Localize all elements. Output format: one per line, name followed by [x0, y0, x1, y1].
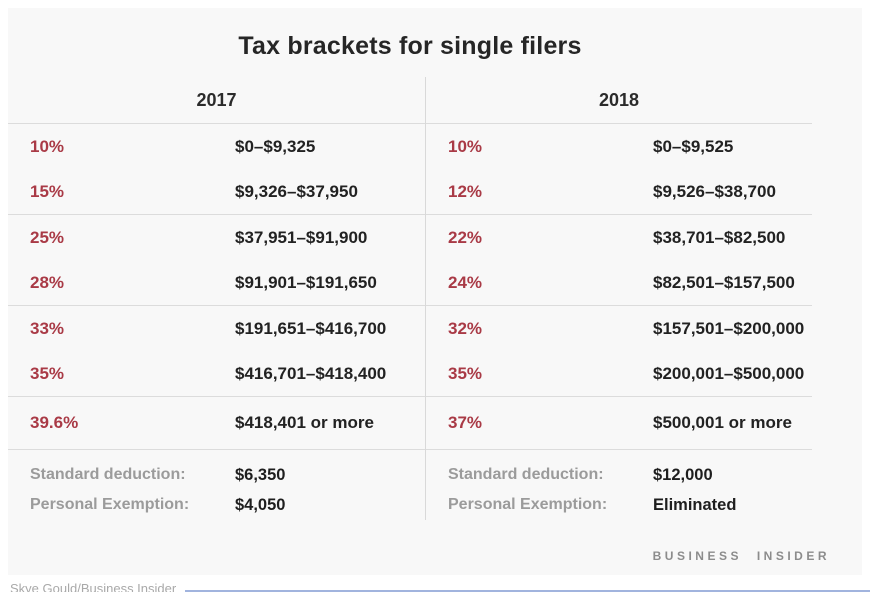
row-separator	[8, 449, 425, 450]
bottom-blue-line	[185, 590, 870, 592]
income-range: $9,526–$38,700	[653, 181, 776, 201]
column-2018: 2018 10% $0–$9,525 12% $9,526–$38,700 22…	[425, 77, 812, 520]
standard-deduction-row: Standard deduction: $6,350	[8, 460, 425, 490]
row-separator	[426, 449, 812, 450]
income-range: $0–$9,325	[235, 136, 316, 156]
deductions-block: Standard deduction: $6,350 Personal Exem…	[8, 450, 425, 520]
income-range: $416,701–$418,400	[235, 363, 387, 383]
deductions-block: Standard deduction: $12,000 Personal Exe…	[426, 450, 812, 520]
chart-title: Tax brackets for single filers	[238, 32, 582, 60]
income-range: $82,501–$157,500	[653, 272, 795, 292]
standard-deduction-label: Standard deduction:	[448, 466, 604, 483]
tax-rate: 35%	[30, 363, 65, 383]
personal-exemption-value: $4,050	[235, 495, 286, 514]
bracket-row: 10% $0–$9,525	[426, 124, 812, 169]
credit-line: Skye Gould/Business Insider	[10, 581, 177, 592]
row-separator	[8, 396, 425, 397]
bracket-row: 22% $38,701–$82,500	[426, 215, 812, 260]
column-2017: 2017 10% $0–$9,325 15% $9,326–$37,950 25…	[8, 77, 425, 520]
bracket-row: 35% $416,701–$418,400	[8, 351, 425, 396]
table-region: Tax brackets for single filers 2017 10% …	[8, 8, 812, 520]
personal-exemption-label: Personal Exemption:	[448, 496, 608, 513]
row-separator	[426, 305, 812, 306]
tax-brackets-card: Tax brackets for single filers 2017 10% …	[8, 8, 862, 575]
row-separator	[426, 214, 812, 215]
income-range: $418,401 or more	[235, 413, 374, 432]
tax-rate: 24%	[448, 272, 483, 292]
income-range: $157,501–$200,000	[653, 318, 805, 338]
comparison-table: 2017 10% $0–$9,325 15% $9,326–$37,950 25…	[8, 77, 812, 520]
bracket-row: 33% $191,651–$416,700	[8, 306, 425, 351]
bracket-row: 28% $91,901–$191,650	[8, 260, 425, 305]
row-separator	[426, 396, 812, 397]
tax-rate: 10%	[30, 136, 65, 156]
bracket-row: 35% $200,001–$500,000	[426, 351, 812, 396]
row-separator	[8, 305, 425, 306]
tax-rate: 37%	[448, 413, 483, 432]
income-range: $38,701–$82,500	[653, 227, 786, 247]
income-range: $91,901–$191,650	[235, 272, 377, 292]
personal-exemption-label: Personal Exemption:	[30, 496, 190, 513]
personal-exemption-row: Personal Exemption: $4,050	[8, 490, 425, 520]
bracket-row: 25% $37,951–$91,900	[8, 215, 425, 260]
tax-rate: 28%	[30, 272, 65, 292]
tax-rate: 12%	[448, 181, 483, 201]
income-range: $9,326–$37,950	[235, 181, 358, 201]
income-range: $200,001–$500,000	[653, 363, 805, 383]
column-header-2017: 2017	[8, 77, 425, 124]
bracket-row: 15% $9,326–$37,950	[8, 169, 425, 214]
income-range: $500,001 or more	[653, 413, 792, 432]
row-separator	[8, 214, 425, 215]
standard-deduction-label: Standard deduction:	[30, 466, 186, 483]
tax-rate: 35%	[448, 363, 483, 383]
tax-rate: 33%	[30, 318, 65, 338]
personal-exemption-row: Personal Exemption: Eliminated	[426, 490, 812, 520]
business-insider-wordmark: BUSINESS INSIDER	[652, 549, 830, 563]
bracket-row: 12% $9,526–$38,700	[426, 169, 812, 214]
column-header-2018: 2018	[426, 77, 812, 124]
bracket-row: 32% $157,501–$200,000	[426, 306, 812, 351]
standard-deduction-value: $6,350	[235, 465, 286, 484]
tax-rate: 39.6%	[30, 413, 79, 432]
tax-rate: 32%	[448, 318, 483, 338]
income-range: $37,951–$91,900	[235, 227, 368, 247]
bracket-row: 37% $500,001 or more	[426, 397, 812, 449]
tax-rate: 22%	[448, 227, 483, 247]
bracket-row: 10% $0–$9,325	[8, 124, 425, 169]
tax-rate: 10%	[448, 136, 483, 156]
income-range: $191,651–$416,700	[235, 318, 387, 338]
bracket-row: 39.6% $418,401 or more	[8, 397, 425, 449]
tax-rate: 15%	[30, 181, 65, 201]
tax-rate: 25%	[30, 227, 65, 247]
standard-deduction-value: $12,000	[653, 465, 713, 484]
personal-exemption-value: Eliminated	[653, 495, 737, 514]
standard-deduction-row: Standard deduction: $12,000	[426, 460, 812, 490]
bracket-row: 24% $82,501–$157,500	[426, 260, 812, 305]
income-range: $0–$9,525	[653, 136, 734, 156]
